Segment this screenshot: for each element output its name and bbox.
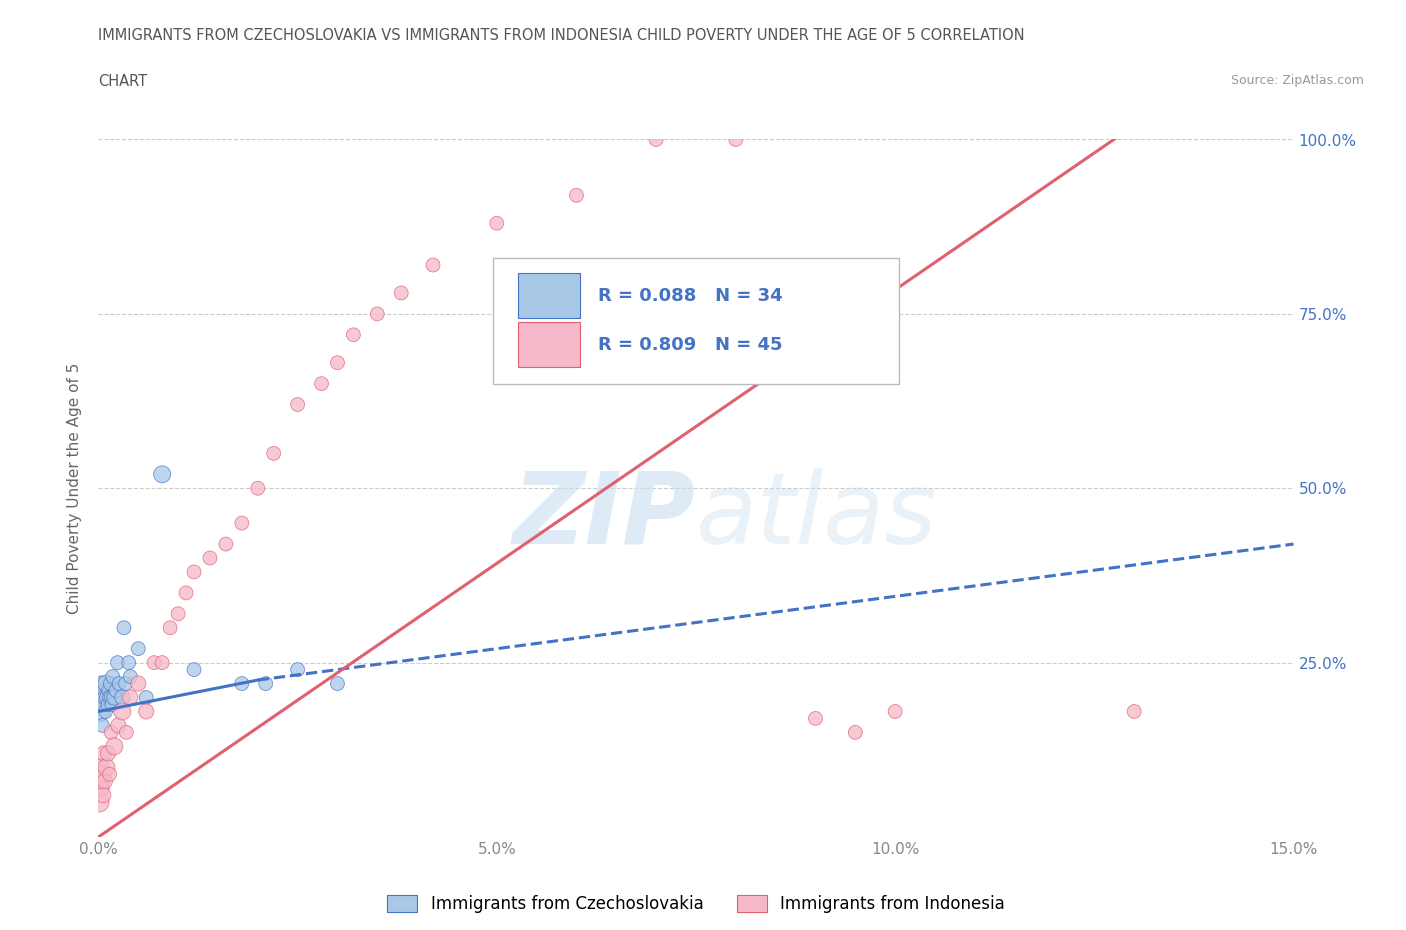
Point	[90, 676, 112, 691]
Text: ZIP: ZIP	[513, 468, 696, 565]
Point	[90, 781, 112, 796]
Point	[89, 704, 111, 719]
Text: CHART: CHART	[98, 74, 148, 89]
Point	[91, 718, 114, 733]
Point	[107, 656, 129, 671]
Y-axis label: Child Poverty Under the Age of 5: Child Poverty Under the Age of 5	[67, 363, 83, 614]
Point	[101, 698, 124, 712]
Point	[115, 725, 138, 740]
Point	[159, 620, 181, 635]
Point	[111, 690, 134, 705]
Point	[103, 690, 125, 705]
Point	[198, 551, 221, 565]
Point	[108, 676, 131, 691]
Point	[118, 656, 141, 671]
Point	[127, 642, 149, 657]
Point	[100, 690, 122, 705]
Point	[97, 746, 120, 761]
FancyBboxPatch shape	[517, 323, 581, 367]
Point	[645, 132, 668, 147]
Point	[90, 690, 112, 705]
Point	[183, 662, 205, 677]
Text: IMMIGRANTS FROM CZECHOSLOVAKIA VS IMMIGRANTS FROM INDONESIA CHILD POVERTY UNDER : IMMIGRANTS FROM CZECHOSLOVAKIA VS IMMIGR…	[98, 28, 1025, 43]
Point	[215, 537, 238, 551]
Point	[91, 766, 114, 781]
Point	[135, 704, 157, 719]
Point	[311, 376, 333, 391]
Point	[94, 690, 117, 705]
Legend: Immigrants from Czechoslovakia, Immigrants from Indonesia: Immigrants from Czechoslovakia, Immigran…	[381, 888, 1011, 920]
FancyBboxPatch shape	[494, 259, 900, 384]
Point	[97, 698, 120, 712]
Point	[94, 774, 117, 789]
Point	[91, 698, 114, 712]
Point	[342, 327, 364, 342]
Text: R = 0.088   N = 34: R = 0.088 N = 34	[598, 286, 783, 305]
Point	[804, 711, 827, 725]
Point	[389, 286, 412, 300]
Point	[94, 704, 117, 719]
Point	[150, 656, 173, 671]
Text: R = 0.809   N = 45: R = 0.809 N = 45	[598, 336, 783, 353]
Point	[127, 676, 149, 691]
Point	[326, 676, 349, 691]
Point	[100, 725, 122, 740]
Point	[98, 766, 121, 781]
Point	[167, 606, 190, 621]
FancyBboxPatch shape	[517, 273, 581, 318]
Point	[107, 718, 129, 733]
Point	[246, 481, 269, 496]
Point	[96, 760, 118, 775]
Point	[326, 355, 349, 370]
Point	[287, 662, 309, 677]
Point	[98, 690, 121, 705]
Point	[135, 690, 157, 705]
Point	[104, 683, 127, 698]
Point	[111, 704, 134, 719]
Point	[96, 690, 118, 705]
Point	[263, 445, 285, 460]
Point	[422, 258, 444, 272]
Point	[1123, 704, 1146, 719]
Point	[93, 683, 115, 698]
Point	[150, 467, 173, 482]
Point	[91, 788, 114, 803]
Point	[844, 725, 866, 740]
Point	[96, 676, 118, 691]
Point	[884, 704, 907, 719]
Point	[183, 565, 205, 579]
Point	[120, 690, 142, 705]
Point	[174, 586, 197, 601]
Point	[287, 397, 309, 412]
Point	[89, 774, 111, 789]
Point	[93, 746, 115, 761]
Point	[101, 670, 124, 684]
Point	[366, 307, 388, 322]
Point	[143, 656, 166, 671]
Text: Source: ZipAtlas.com: Source: ZipAtlas.com	[1230, 74, 1364, 87]
Point	[90, 760, 112, 775]
Point	[103, 738, 125, 753]
Point	[100, 676, 122, 691]
Point	[231, 676, 253, 691]
Point	[565, 188, 588, 203]
Text: atlas: atlas	[696, 468, 938, 565]
Point	[89, 794, 111, 809]
Point	[724, 132, 747, 147]
Point	[112, 620, 135, 635]
Point	[485, 216, 508, 231]
Point	[231, 515, 253, 530]
Point	[114, 676, 136, 691]
Point	[120, 670, 142, 684]
Point	[254, 676, 277, 691]
Point	[97, 683, 120, 698]
